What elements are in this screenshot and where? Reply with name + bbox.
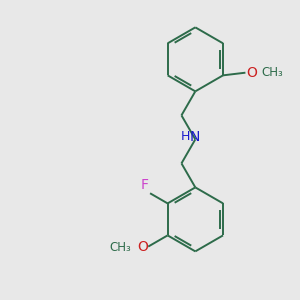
Text: CH₃: CH₃ — [261, 66, 283, 79]
Text: F: F — [140, 178, 148, 192]
Text: O: O — [137, 240, 148, 254]
Text: CH₃: CH₃ — [110, 241, 131, 254]
Text: N: N — [190, 130, 200, 144]
Text: O: O — [246, 66, 257, 80]
Text: H: H — [181, 130, 190, 143]
